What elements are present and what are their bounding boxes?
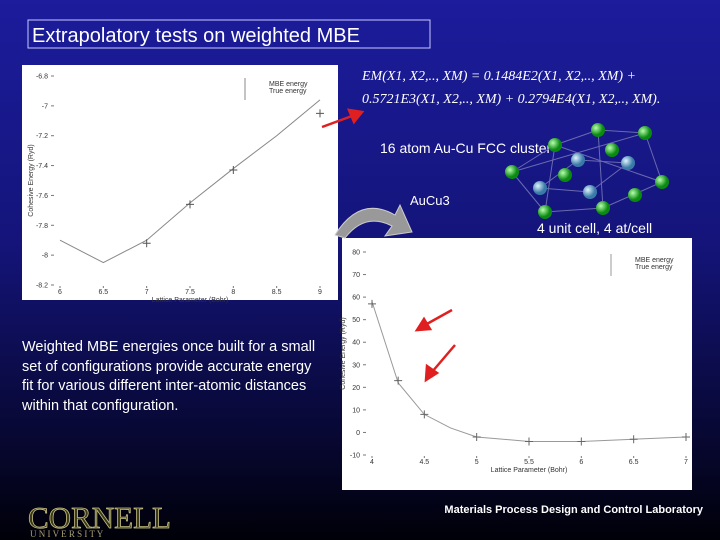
- y-tick-label: 40: [352, 340, 360, 347]
- x-tick-label: 6: [579, 459, 583, 466]
- cluster-atoms: [505, 123, 669, 219]
- legend-label: MBE energy: [269, 81, 308, 88]
- curved-arrow: [334, 203, 413, 239]
- footer: Materials Process Design and Control Lab…: [444, 504, 703, 516]
- cross-marker: [394, 376, 403, 385]
- cross-marker: [229, 166, 238, 175]
- x-axis-label: Lattice Parameter (Bohr): [491, 467, 568, 474]
- cross-marker: [525, 437, 533, 446]
- legend-label: True energy: [269, 88, 307, 95]
- true-energy-label: True energy: [448, 286, 523, 302]
- y-tick-label: 10: [352, 407, 360, 414]
- logo: CORNELL: [28, 500, 171, 535]
- x-tick-label: 5: [475, 459, 479, 466]
- cluster-label: 16 atom Au-Cu FCC cluster: [380, 140, 552, 156]
- x-tick-label: 6: [58, 289, 62, 296]
- x-tick-label: 8: [231, 289, 235, 296]
- cross-marker: [420, 410, 429, 419]
- x-tick-label: 5.5: [524, 459, 534, 466]
- arrows: [321, 108, 456, 383]
- y-tick-label: -8: [42, 253, 48, 260]
- y-tick-label: -7.6: [36, 193, 48, 200]
- x-tick-label: 7: [145, 289, 149, 296]
- compound-label: AuCu3: [410, 193, 450, 208]
- y-tick-label: -7: [42, 103, 48, 110]
- chart-panel: [22, 65, 338, 300]
- y-tick-label: 60: [352, 295, 360, 302]
- x-axis-label: Lattice Parameter (Bohr): [152, 297, 229, 304]
- chart-panel: [342, 238, 692, 490]
- y-tick-label: 0: [356, 430, 360, 437]
- cross-marker: [472, 432, 481, 441]
- y-axis-label: Cohesive Energy (Ryd): [28, 144, 35, 216]
- y-tick-label: -6.8: [36, 74, 48, 81]
- y-tick-label: 30: [352, 362, 360, 369]
- x-tick-label: 6.5: [629, 459, 639, 466]
- cross-marker: [186, 200, 194, 209]
- cross-marker: [142, 239, 151, 248]
- title-box: [27, 19, 431, 49]
- cross-marker: [629, 435, 638, 444]
- y-tick-label: 80: [352, 250, 360, 257]
- cell-label: 4 unit cell, 4 at/cell: [537, 220, 652, 236]
- mbe-label: MBE 4th order: [456, 333, 547, 349]
- x-tick-label: 6.5: [98, 289, 108, 296]
- y-tick-label: -7.8: [36, 223, 48, 230]
- x-tick-label: 4: [370, 459, 374, 466]
- x-tick-label: 7.5: [185, 289, 195, 296]
- cross-marker: [577, 437, 586, 446]
- legend-label: MBE energy: [635, 257, 674, 264]
- y-tick-label: 50: [352, 317, 360, 324]
- description: Weighted MBE energies once built for a s…: [22, 339, 316, 414]
- legend-label: True energy: [635, 264, 673, 271]
- y-tick-label: -10: [350, 453, 360, 460]
- cross-marker: [682, 432, 690, 441]
- title: Extrapolatory tests on weighted MBE: [32, 25, 360, 47]
- x-tick-label: 7: [684, 459, 688, 466]
- y-tick-label: -8.2: [36, 283, 48, 290]
- logo-sub: U N I V E R S I T Y: [30, 529, 104, 539]
- cross-marker: [368, 299, 376, 308]
- equation-line: 0.5721E3(X1, X2,.., XM) + 0.2794E4(X1, X…: [362, 92, 660, 107]
- y-tick-label: -7.4: [36, 163, 48, 170]
- y-tick-label: -7.2: [36, 133, 48, 140]
- y-axis-label: Cohesive Energy (Ryd): [340, 317, 347, 389]
- equation-line: EM(X1, X2,.., XM) = 0.1484E2(X1, X2,.., …: [361, 69, 636, 84]
- x-tick-label: 8.5: [272, 289, 282, 296]
- y-tick-label: 70: [352, 272, 360, 279]
- x-tick-label: 4.5: [419, 459, 429, 466]
- x-tick-label: 9: [318, 289, 322, 296]
- y-tick-label: 20: [352, 385, 360, 392]
- cross-marker: [316, 109, 324, 118]
- cluster-bonds: [511, 129, 663, 213]
